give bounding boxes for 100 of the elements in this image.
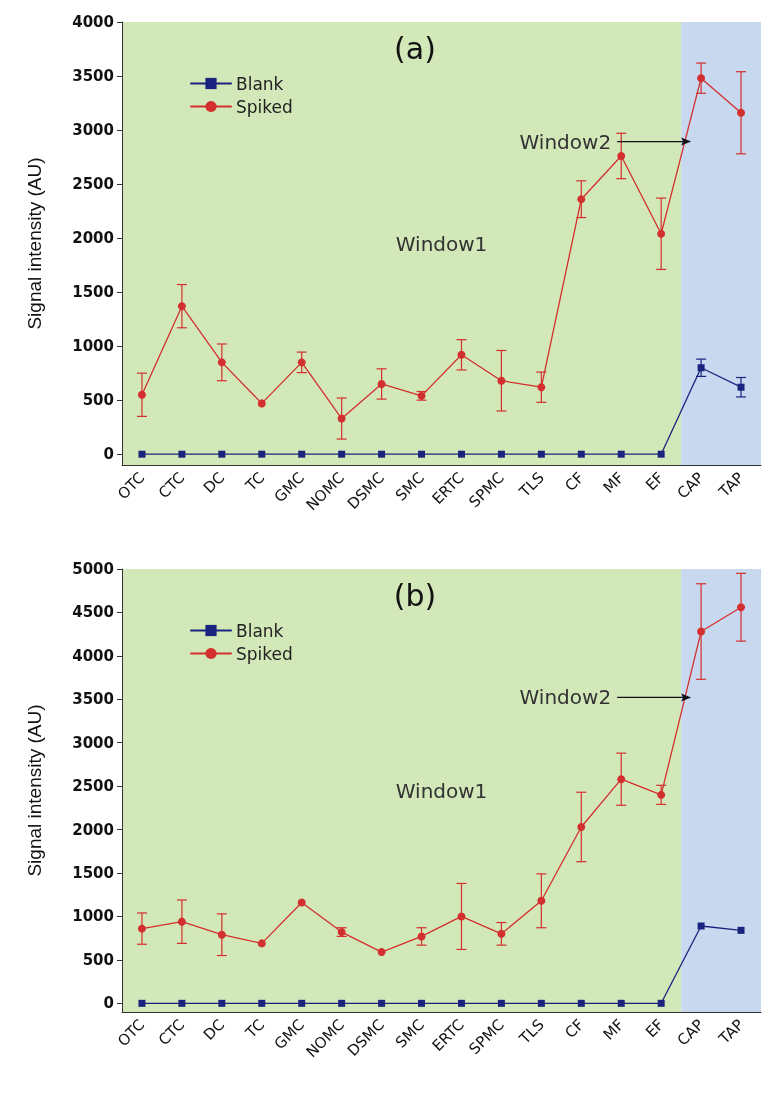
x-tick-label: EF: [642, 468, 668, 495]
point: [297, 358, 306, 367]
point: [737, 603, 746, 612]
y-tick-label: 3500: [72, 67, 114, 86]
point: [537, 999, 545, 1007]
y-tick-label: 500: [82, 950, 114, 969]
x-tick-label: MF: [599, 468, 628, 497]
point: [217, 358, 226, 367]
x-tick-label: CAP: [673, 1015, 708, 1050]
point: [697, 74, 706, 83]
legend-label: Spiked: [236, 643, 293, 664]
point: [338, 999, 346, 1007]
point: [617, 775, 626, 784]
x-tick-label: TAP: [714, 468, 748, 502]
x-tick-label: CF: [561, 468, 588, 495]
legend-label: Spiked: [236, 96, 293, 117]
point: [337, 414, 346, 423]
y-tick-label: 2500: [72, 175, 114, 194]
point: [577, 195, 586, 204]
point: [737, 383, 745, 391]
y-tick-label: 0: [103, 445, 114, 464]
point: [697, 627, 706, 636]
point: [298, 450, 306, 458]
point: [697, 364, 705, 372]
point: [657, 790, 666, 799]
point: [657, 999, 665, 1007]
point: [537, 383, 546, 392]
chart-title: (b): [393, 577, 437, 613]
point: [577, 999, 585, 1007]
y-tick-label: 2000: [72, 229, 114, 248]
point: [737, 108, 746, 117]
point: [378, 450, 386, 458]
x-tick-label: CTC: [154, 1015, 189, 1050]
y-tick-label: 5000: [72, 560, 114, 578]
y-tick-label: 3000: [72, 121, 114, 140]
point: [258, 450, 266, 458]
y-tick-label: 3500: [72, 690, 114, 709]
point: [377, 948, 386, 957]
point: [697, 922, 705, 930]
legend-label: Blank: [236, 73, 284, 94]
y-tick-label: 2500: [72, 777, 114, 796]
x-tick-label: TLS: [515, 468, 548, 502]
y-tick-label: 1500: [72, 864, 114, 883]
point: [257, 939, 266, 948]
y-tick-label: 1000: [72, 907, 114, 926]
point: [418, 450, 426, 458]
y-tick-label: 4000: [72, 646, 114, 665]
point: [378, 999, 386, 1007]
y-axis-title: Signal intensity (AU): [24, 704, 45, 877]
point: [257, 399, 266, 408]
point: [737, 926, 745, 934]
point: [537, 896, 546, 905]
point: [497, 376, 506, 385]
point: [457, 912, 466, 921]
x-tick-label: TC: [241, 468, 269, 496]
point: [178, 999, 186, 1007]
x-tick-label: CTC: [154, 468, 189, 503]
point: [617, 999, 625, 1007]
point: [657, 450, 665, 458]
band-label: Window1: [395, 778, 488, 803]
point: [177, 917, 186, 926]
point: [297, 898, 306, 907]
point: [497, 929, 506, 938]
point: [137, 924, 146, 933]
point: [457, 450, 465, 458]
y-tick-label: 1500: [72, 283, 114, 302]
y-tick-label: 1000: [72, 337, 114, 356]
y-tick-label: 500: [82, 391, 114, 410]
x-tick-label: CAP: [673, 468, 708, 503]
x-tick-label: EF: [642, 1015, 668, 1042]
point: [138, 999, 146, 1007]
x-tick-label: TC: [241, 1015, 269, 1043]
point: [338, 450, 346, 458]
point: [178, 450, 186, 458]
x-tick-label: CF: [561, 1015, 588, 1042]
y-axis-title: Signal intensity (AU): [24, 157, 45, 330]
x-tick-label: DC: [199, 1015, 229, 1044]
x-tick-label: DC: [199, 468, 229, 497]
y-tick-label: 3000: [72, 733, 114, 752]
point: [377, 379, 386, 388]
x-tick-label: TAP: [714, 1015, 748, 1049]
point: [577, 822, 586, 831]
y-tick-label: 2000: [72, 820, 114, 839]
band-label: Window2: [519, 685, 612, 710]
y-tick-label: 4500: [72, 603, 114, 622]
point: [617, 450, 625, 458]
point: [617, 151, 626, 160]
point: [137, 390, 146, 399]
x-tick-label: TLS: [515, 1015, 548, 1049]
point: [298, 999, 306, 1007]
point: [577, 450, 585, 458]
point: [497, 999, 505, 1007]
point: [218, 450, 226, 458]
point: [657, 229, 666, 238]
y-tick-label: 4000: [72, 13, 114, 31]
band-label: Window2: [519, 129, 612, 154]
legend-label: Blank: [236, 620, 284, 641]
chart-title: (a): [394, 30, 436, 66]
point: [537, 450, 545, 458]
y-tick-label: 0: [103, 994, 114, 1013]
